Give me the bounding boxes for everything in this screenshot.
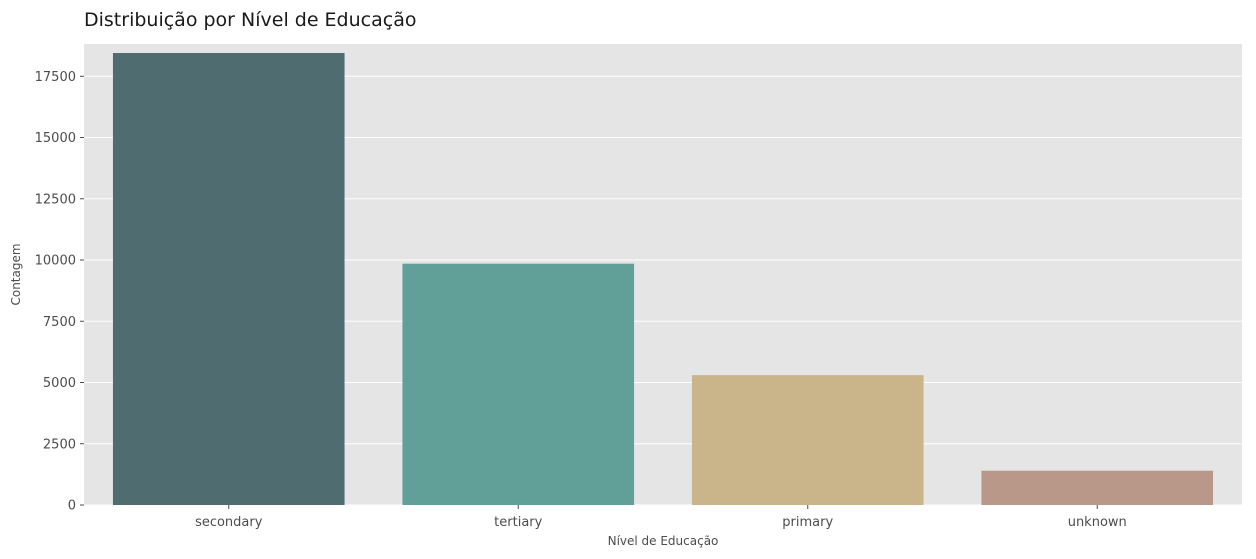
- y-tick-label: 5000: [43, 376, 76, 391]
- bar-primary: [691, 375, 924, 505]
- bar-tertiary: [402, 263, 635, 505]
- x-tick-label: tertiary: [494, 515, 542, 530]
- y-tick-label: 2500: [43, 437, 76, 452]
- x-axis-label: Nível de Educação: [608, 534, 719, 548]
- x-axis-ticks: secondary tertiary primary unknown: [195, 505, 1127, 530]
- x-tick-label: secondary: [195, 515, 263, 530]
- y-tick-label: 7500: [43, 315, 76, 330]
- y-axis-label: Contagem: [9, 243, 23, 305]
- y-tick-label: 12500: [35, 192, 76, 207]
- bars: [112, 53, 1214, 505]
- y-axis-ticks: 0 2500 5000 7500 10000 12500 15000 17500: [35, 70, 84, 514]
- chart-title: Distribuição por Nível de Educação: [84, 9, 416, 31]
- x-tick-label: primary: [782, 515, 833, 530]
- y-tick-label: 10000: [35, 254, 76, 269]
- x-tick-label: unknown: [1068, 515, 1127, 530]
- bar-unknown: [981, 470, 1214, 505]
- y-tick-label: 15000: [35, 131, 76, 146]
- y-tick-label: 17500: [35, 70, 76, 85]
- bar-secondary: [112, 53, 345, 505]
- y-tick-label: 0: [68, 499, 76, 514]
